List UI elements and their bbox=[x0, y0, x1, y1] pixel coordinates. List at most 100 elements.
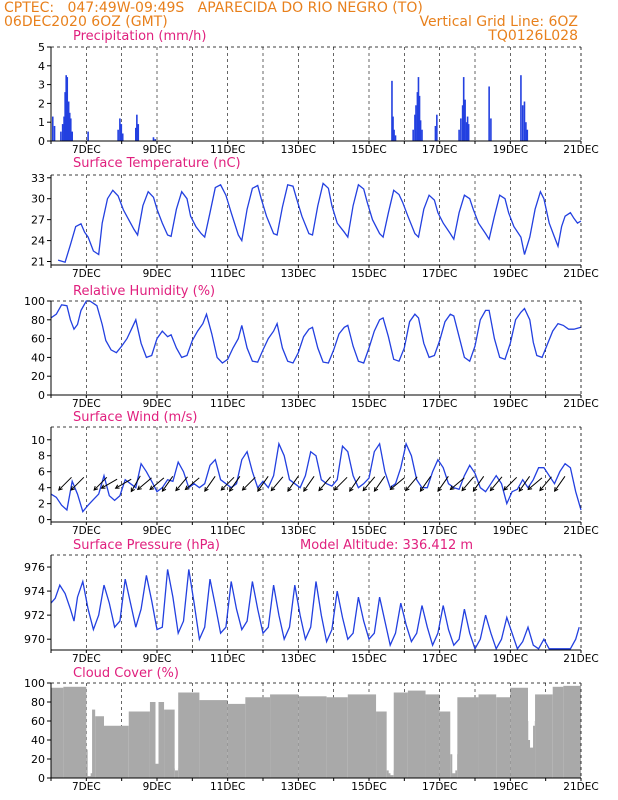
temp-series-line bbox=[57, 182, 582, 264]
precip-bar bbox=[61, 124, 64, 141]
precip-bar bbox=[152, 137, 155, 141]
precip-bar bbox=[520, 75, 522, 141]
wind-series-line bbox=[50, 441, 582, 513]
header-run-date: 06DEC2020 6OZ (GMT) bbox=[4, 14, 168, 30]
cloud-bar bbox=[407, 690, 426, 778]
x-tick-label: 9DEC bbox=[143, 781, 172, 793]
precip-bar bbox=[417, 77, 420, 141]
x-tick-label: 17DEC bbox=[422, 398, 457, 410]
cloud-bar bbox=[535, 694, 553, 778]
wind-arrow bbox=[115, 478, 132, 489]
x-tick-label: 7DEC bbox=[72, 525, 101, 537]
x-tick-label: 13DEC bbox=[281, 653, 316, 665]
panel-temp bbox=[47, 174, 582, 268]
x-tick-label: 13DEC bbox=[281, 398, 316, 410]
y-tick-label: 4 bbox=[38, 60, 45, 73]
x-tick-label: 11DEC bbox=[210, 144, 245, 156]
wind-arrow-head bbox=[136, 485, 142, 491]
wind-arrow-head bbox=[472, 487, 478, 492]
model-altitude-label: Model Altitude: 336.412 m bbox=[300, 538, 473, 553]
precip-bar bbox=[71, 131, 73, 141]
wind-arrow bbox=[58, 476, 72, 491]
wind-arrow bbox=[472, 476, 485, 492]
wind-arrow-head bbox=[404, 486, 410, 492]
cloud-gap bbox=[390, 683, 394, 776]
x-tick-label: 21DEC bbox=[563, 268, 598, 280]
header-grid-line: Vertical Grid Line: 6OZ bbox=[419, 14, 578, 30]
precip-bar bbox=[466, 116, 469, 141]
x-tick-label: 17DEC bbox=[422, 525, 457, 537]
cloud-bar bbox=[178, 692, 200, 778]
x-tick-label: 13DEC bbox=[281, 525, 316, 537]
cloud-bar bbox=[174, 768, 179, 778]
cloud-bar bbox=[89, 709, 96, 778]
wind-arrow-head bbox=[437, 487, 442, 492]
wind-arrow-head bbox=[527, 485, 533, 491]
wind-arrow bbox=[70, 476, 85, 491]
precip-bar bbox=[458, 129, 460, 141]
wind-arrow bbox=[149, 477, 165, 490]
x-tick-label: 19DEC bbox=[493, 653, 528, 665]
cloud-gap bbox=[174, 683, 178, 771]
cloud-bar bbox=[563, 685, 581, 778]
x-tick-label: 11DEC bbox=[210, 653, 245, 665]
cloud-bar bbox=[95, 716, 104, 778]
precip-bar bbox=[135, 127, 137, 141]
precip-bar bbox=[154, 139, 157, 141]
y-tick-label: 60 bbox=[31, 715, 45, 728]
x-tick-label: 15DEC bbox=[351, 268, 386, 280]
wind-arrow bbox=[527, 477, 543, 490]
wind-arrow bbox=[287, 476, 299, 492]
precip-bar bbox=[117, 129, 119, 141]
x-tick-label: 9DEC bbox=[143, 144, 172, 156]
wind-arrow bbox=[405, 476, 418, 491]
precip-bar bbox=[488, 86, 490, 141]
panel-title-wind: Surface Wind (m/s) bbox=[73, 410, 197, 425]
x-tick-label: 7DEC bbox=[72, 781, 101, 793]
y-tick-label: 80 bbox=[31, 696, 45, 709]
wind-arrow bbox=[461, 476, 475, 491]
wind-arrow-head bbox=[161, 487, 167, 492]
cloud-bar bbox=[245, 697, 271, 778]
precip-bar bbox=[66, 77, 69, 141]
y-tick-label: 0 bbox=[38, 514, 45, 527]
precip-bar bbox=[467, 124, 470, 141]
wind-arrow bbox=[130, 475, 141, 492]
wind-arrow-head bbox=[93, 486, 99, 491]
wind-arrow bbox=[229, 476, 241, 492]
x-tick-label: 21DEC bbox=[563, 525, 598, 537]
cloud-bar bbox=[164, 709, 175, 778]
x-tick-label: 13DEC bbox=[281, 781, 316, 793]
x-tick-label: 7DEC bbox=[72, 268, 101, 280]
panel-title-rh: Relative Humidity (%) bbox=[73, 284, 215, 299]
cloud-bar bbox=[298, 696, 327, 778]
precip-bar bbox=[415, 105, 417, 141]
y-tick-label: 3 bbox=[38, 79, 45, 92]
panel-rh bbox=[47, 300, 582, 398]
cloud-bar bbox=[478, 694, 497, 778]
wind-arrow-head bbox=[287, 487, 292, 492]
wind-arrow-head bbox=[503, 486, 508, 491]
x-tick-label: 7DEC bbox=[72, 653, 101, 665]
precip-bar bbox=[120, 124, 123, 141]
x-tick-label: 17DEC bbox=[422, 144, 457, 156]
y-tick-label: 0 bbox=[38, 389, 45, 402]
y-tick-label: 8 bbox=[38, 450, 45, 463]
precip-bar bbox=[87, 131, 89, 141]
wind-arrow bbox=[554, 476, 566, 492]
wind-arrow-head bbox=[229, 487, 234, 492]
precip-bar bbox=[392, 116, 394, 141]
wind-arrow bbox=[490, 476, 503, 491]
cloud-bar bbox=[457, 697, 479, 778]
cloud-bar bbox=[496, 697, 511, 778]
x-tick-label: 21DEC bbox=[563, 398, 598, 410]
header-model-code: TQ0126L028 bbox=[488, 28, 578, 44]
y-tick-label: 27 bbox=[31, 214, 45, 227]
cloud-bar bbox=[347, 694, 377, 778]
cloud-bar bbox=[104, 725, 129, 778]
wind-arrow-head bbox=[114, 484, 120, 489]
cloud-bar bbox=[552, 686, 564, 778]
precip-bar bbox=[53, 125, 56, 141]
precip-bar bbox=[523, 101, 526, 141]
